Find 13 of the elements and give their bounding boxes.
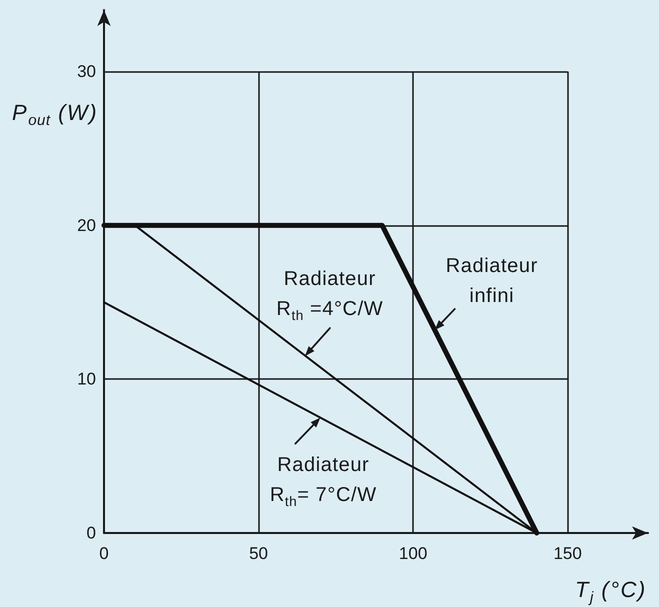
y-axis-title: P$_{out}$ (W): [12, 100, 98, 129]
x-tick-label: 50: [249, 544, 268, 563]
y-tick-label: 0: [86, 524, 96, 542]
annotation: Radiateur R$_{th}$ =4°C/W: [276, 267, 384, 324]
x-tick-label: 100: [398, 544, 428, 563]
y-tick-label: 20: [77, 216, 96, 235]
annotation: Radiateur infini: [446, 254, 538, 309]
x-tick-label: 150: [553, 544, 582, 563]
annotation: Radiateur R$_{th}$= 7°C/W: [270, 452, 377, 510]
y-tick-label: 10: [77, 370, 96, 389]
y-tick-label: 30: [77, 62, 96, 82]
x-tick-label: 0: [99, 544, 109, 563]
x-axis-title: T$_{j}$ (°C): [575, 577, 647, 606]
